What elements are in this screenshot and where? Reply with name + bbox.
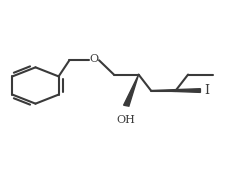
Text: OH: OH xyxy=(117,115,136,125)
Polygon shape xyxy=(124,75,138,106)
Text: O: O xyxy=(89,54,98,64)
Polygon shape xyxy=(151,89,200,92)
Text: I: I xyxy=(204,84,209,97)
